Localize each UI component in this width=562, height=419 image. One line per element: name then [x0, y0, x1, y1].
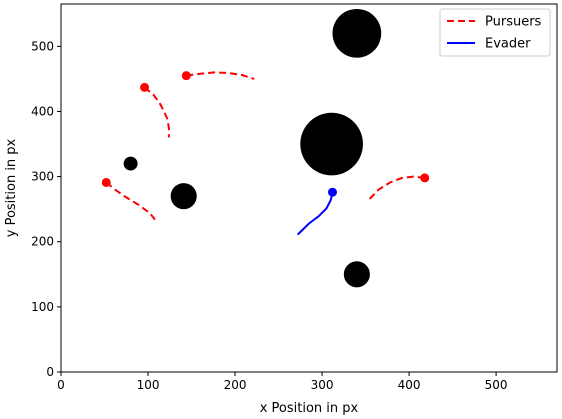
pursuers-path [143, 86, 170, 138]
obstacle-circle [332, 8, 382, 58]
y-tick-label: 300 [31, 170, 54, 184]
obstacle-circle [123, 156, 138, 171]
obstacles-layer [123, 8, 382, 288]
pursuers-path [366, 175, 425, 203]
x-tick-label: 300 [311, 378, 334, 392]
x-tick-label: 500 [485, 378, 508, 392]
evader-start-point [327, 187, 337, 197]
x-axis-ticks: 0 100 200 300 400 500 [57, 372, 508, 392]
obstacle-circle [170, 183, 197, 210]
legend-box [439, 8, 551, 57]
obstacle-circle [343, 261, 370, 288]
pursuers-start-point [140, 82, 150, 92]
y-tick-label: 400 [31, 104, 54, 118]
legend-label: Evader [485, 37, 531, 52]
pursuers-path [105, 181, 156, 221]
legend-label: Pursuers [485, 15, 542, 30]
series-layer [101, 71, 430, 236]
pursuers-start-point [181, 71, 191, 81]
obstacle-circle [300, 112, 363, 176]
x-tick-label: 200 [224, 378, 247, 392]
legend: Pursuers Evader [439, 8, 551, 57]
x-tick-label: 100 [137, 378, 160, 392]
y-tick-label: 100 [31, 300, 54, 314]
x-tick-label: 400 [398, 378, 421, 392]
x-tick-label: 0 [57, 378, 65, 392]
pursuers-path [186, 71, 255, 80]
evader-path [296, 191, 334, 236]
plot-frame [60, 3, 558, 373]
y-tick-label: 0 [46, 365, 54, 379]
pursuers-start-point [420, 173, 430, 183]
y-axis-label: y Position in px [4, 138, 19, 237]
x-axis-label: x Position in px [260, 401, 359, 416]
y-tick-label: 500 [31, 39, 54, 53]
pursuers-start-point [101, 177, 111, 187]
y-axis-ticks: 0 100 200 300 400 500 [31, 39, 61, 379]
y-tick-label: 200 [31, 235, 54, 249]
plot-area [101, 8, 430, 288]
